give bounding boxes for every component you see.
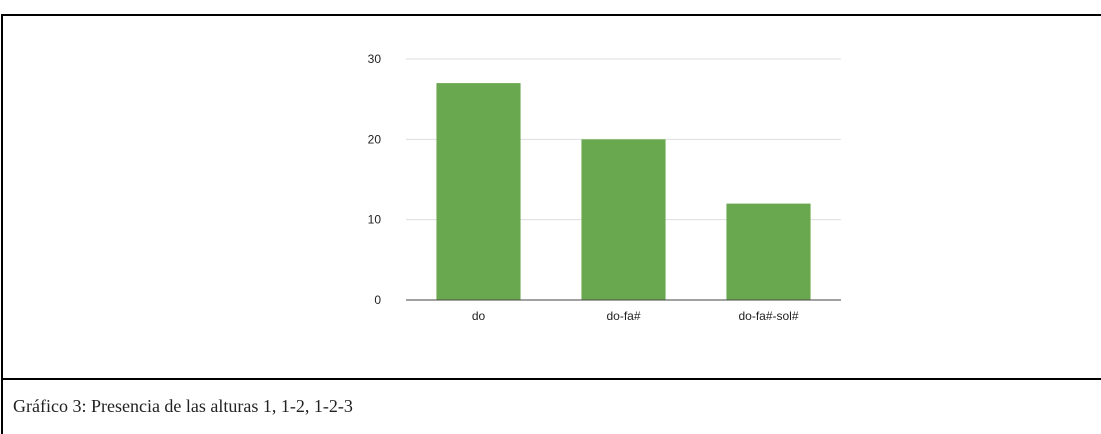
- chart-cell: 0 10 20 30 do do-fa# do-fa#-sol#: [1, 14, 1101, 380]
- x-tick-label: do-fa#-sol#: [738, 309, 798, 323]
- x-tick-label: do-fa#: [606, 309, 640, 323]
- caption-cell: Gráfico 3: Presencia de las alturas 1, 1…: [1, 380, 1101, 434]
- bar-chart: 0 10 20 30 do do-fa# do-fa#-sol#: [368, 52, 841, 323]
- bar-do-fa#-sol#: [726, 203, 811, 300]
- y-tick-label: 30: [368, 52, 382, 66]
- bar-do-fa#: [581, 139, 666, 300]
- bar-do: [436, 83, 521, 300]
- y-tick-label: 10: [368, 213, 382, 227]
- figure-caption: Gráfico 3: Presencia de las alturas 1, 1…: [13, 396, 353, 416]
- x-tick-label: do: [472, 309, 486, 323]
- y-tick-label: 20: [368, 132, 382, 146]
- y-tick-label: 0: [374, 293, 381, 307]
